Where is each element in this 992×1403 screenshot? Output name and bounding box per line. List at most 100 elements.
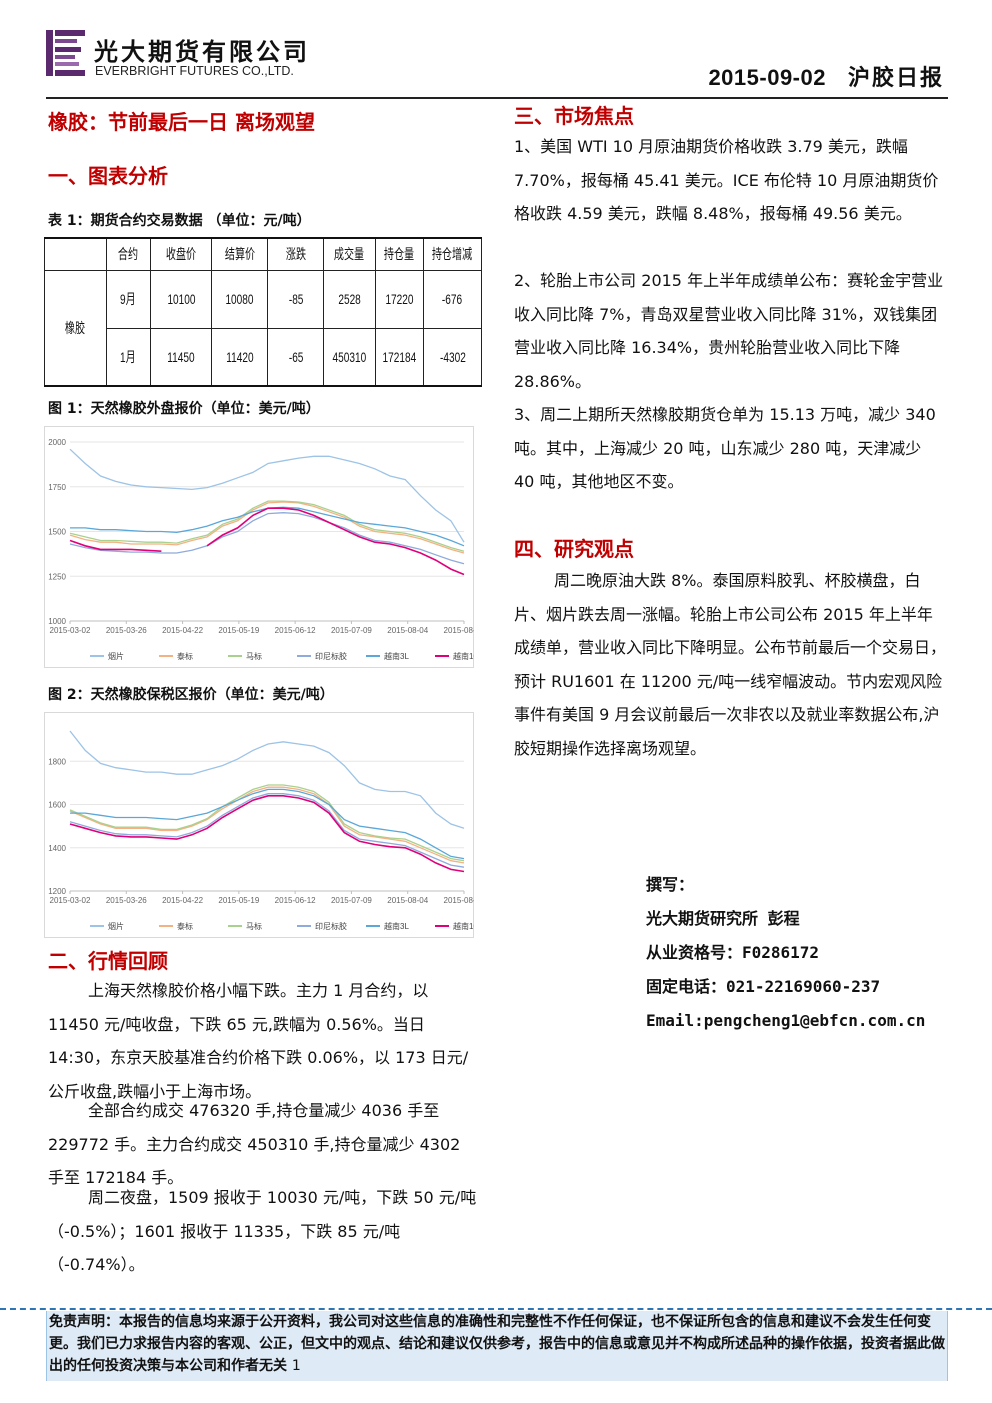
y-tick-label: 1800	[48, 757, 66, 766]
table-cell: 1月	[105, 327, 151, 387]
y-tick-label: 1500	[48, 528, 66, 537]
table-header-cell: 持仓增减	[422, 237, 483, 271]
x-tick-label: 2015-08-28	[444, 626, 474, 635]
footer-divider	[0, 1308, 992, 1310]
focus-item-1: 1、美国 WTI 10 月原油期货价格收跌 3.79 美元，跌幅 7.70%，报…	[514, 137, 939, 223]
table-cell: 17220	[374, 269, 424, 329]
y-tick-label: 1600	[48, 801, 66, 810]
table-cell: -676	[422, 269, 483, 329]
focus-item-2: 2、轮胎上市公司 2015 年上半年成绩单公布：赛轮金宇营业收入同比降 7%，青…	[514, 271, 944, 391]
main-title: 橡胶：节前最后一日 离场观望	[48, 110, 315, 134]
series-line	[69, 786, 465, 864]
company-name-cn: 光大期货有限公司	[94, 37, 310, 66]
focus-item-3: 3、周二上期所天然橡胶期货仓单为 15.13 万吨，减少 340 吨。其中，上海…	[514, 405, 936, 491]
x-tick-label: 2015-06-12	[275, 896, 316, 905]
legend-label: 印尼标胶	[315, 651, 347, 661]
table-cell: 172184	[374, 327, 424, 387]
y-tick-label: 2000	[48, 438, 66, 447]
x-tick-label: 2015-04-22	[162, 626, 203, 635]
y-tick-label: 1250	[48, 572, 66, 581]
figure2-caption: 图 2：天然橡胶保税区报价（单位：美元/吨）	[48, 687, 334, 703]
series-line	[69, 501, 465, 554]
section-heading-market-focus: 三、市场焦点	[514, 104, 634, 128]
legend-label: 越南3L	[384, 651, 409, 661]
company-name-en: EVERBRIGHT FUTURES CO.,LTD.	[95, 64, 294, 78]
y-tick-label: 1000	[48, 617, 66, 626]
legend-label: 越南10号	[453, 921, 474, 931]
table-corner-cell	[44, 237, 107, 271]
x-tick-label: 2015-04-22	[162, 896, 203, 905]
table-cell: 9月	[105, 269, 151, 329]
review-paragraph-1: 上海天然橡胶价格小幅下跌。主力 1 月合约，以 11450 元/吨收盘，下跌 6…	[48, 981, 469, 1101]
table-cell: 11450	[149, 327, 213, 387]
section-heading-research-view: 四、研究观点	[514, 537, 634, 561]
table-header-cell: 收盘价	[149, 237, 213, 271]
report-name: 沪胶日报	[847, 66, 944, 91]
author-name: 光大期货研究所 彭程	[646, 909, 800, 928]
legend-label: 烟片	[108, 651, 124, 661]
author-email[interactable]: Email:pengcheng1@ebfcn.com.cn	[646, 1011, 926, 1030]
everbright-logo-icon	[46, 30, 85, 76]
x-tick-label: 2015-03-02	[50, 626, 91, 635]
table-row: 1月 11450 11420 -65 450310 172184 -4302	[45, 327, 483, 387]
view-paragraph: 周二晚原油大跌 8%。泰国原料胶乳、杯胶横盘，白片、烟片跌去周一涨幅。轮胎上市公…	[514, 571, 947, 758]
author-phone: 固定电话：021-22169060-237	[646, 977, 881, 996]
disclaimer-box: 免责声明：本报告的信息均来源于公开资料，我公司对这些信息的准确性和完整性不作任何…	[46, 1311, 948, 1381]
section-heading-chart-analysis: 一、图表分析	[48, 164, 168, 188]
table-header-cell: 结算价	[211, 237, 269, 271]
table-header-cell: 合约	[105, 237, 151, 271]
legend-label: 马标	[246, 921, 262, 931]
table-group-label: 橡胶	[44, 269, 107, 387]
header-divider	[46, 97, 948, 99]
table-cell: -65	[267, 327, 325, 387]
x-tick-label: 2015-08-28	[444, 896, 474, 905]
x-tick-label: 2015-05-19	[218, 626, 259, 635]
series-line	[69, 512, 465, 565]
x-tick-label: 2015-03-26	[106, 896, 147, 905]
chart-overseas-price: 1000 1250 1500 1750 2000 2015-03-02 2015-03-26…	[44, 426, 474, 668]
table-header-cell: 持仓量	[374, 237, 424, 271]
legend-label: 马标	[246, 651, 262, 661]
series-line	[69, 795, 465, 873]
author-block: 撰写： 光大期货研究所 彭程 从业资格号：F0286172 固定电话：021-2…	[646, 868, 925, 1038]
table-row: 橡胶 9月 10100 10080 -85 2528 17220 -676	[44, 269, 483, 387]
legend-label: 印尼标胶	[315, 921, 347, 931]
x-tick-label: 2015-08-04	[387, 626, 428, 635]
futures-data-table: 合约 收盘价 结算价 涨跌 成交量 持仓量 持仓增减 橡胶 9月 10100 1…	[44, 237, 483, 387]
x-tick-label: 2015-07-09	[331, 896, 372, 905]
page-number: 1	[291, 1358, 301, 1374]
series-line	[70, 788, 465, 860]
table-cell: -85	[267, 269, 325, 329]
x-tick-label: 2015-07-09	[331, 626, 372, 635]
series-line	[69, 448, 465, 543]
company-logo: 光大期货有限公司 EVERBRIGHT FUTURES CO.,LTD.	[46, 28, 346, 80]
report-date: 2015-09-02	[708, 65, 826, 90]
chart-bonded-price: 1200 1400 1600 1800 2015-03-02 2015-03-26 2015…	[44, 712, 474, 938]
series-line	[69, 507, 465, 576]
y-tick-label: 1750	[48, 483, 66, 492]
x-tick-label: 2015-03-02	[50, 896, 91, 905]
table1-caption: 表 1：期货合约交易数据 （单位：元/吨）	[48, 213, 311, 229]
table-cell: 450310	[323, 327, 376, 387]
section-heading-market-review: 二、行情回顾	[48, 949, 168, 973]
review-paragraph-3: 周二夜盘，1509 报收于 10030 元/吨，下跌 50 元/吨（-0.5%）…	[48, 1188, 477, 1274]
legend-label: 越南3L	[384, 921, 409, 931]
table-cell: 10080	[211, 269, 269, 329]
legend-label: 越南10号	[453, 651, 474, 661]
figure1-caption: 图 1：天然橡胶外盘报价（单位：美元/吨）	[48, 401, 320, 417]
report-header: 2015-09-02 沪胶日报	[708, 60, 944, 92]
disclaimer-text: 免责声明：本报告的信息均来源于公开资料，我公司对这些信息的准确性和完整性不作任何…	[49, 1314, 945, 1374]
x-tick-label: 2015-06-12	[275, 626, 316, 635]
table-header-cell: 成交量	[323, 237, 376, 271]
review-paragraph-2: 全部合约成交 476320 手,持仓量减少 4036 手至 229772 手。主…	[48, 1101, 461, 1187]
author-label: 撰写：	[646, 875, 695, 894]
table-cell: -4302	[422, 327, 483, 387]
author-license: 从业资格号：F0286172	[646, 943, 820, 962]
y-tick-label: 1200	[48, 887, 66, 896]
series-line	[69, 793, 465, 868]
x-tick-label: 2015-08-04	[387, 896, 428, 905]
y-tick-label: 1400	[48, 844, 66, 853]
x-tick-label: 2015-05-19	[218, 896, 259, 905]
x-tick-label: 2015-03-26	[106, 626, 147, 635]
series-line	[69, 500, 465, 552]
